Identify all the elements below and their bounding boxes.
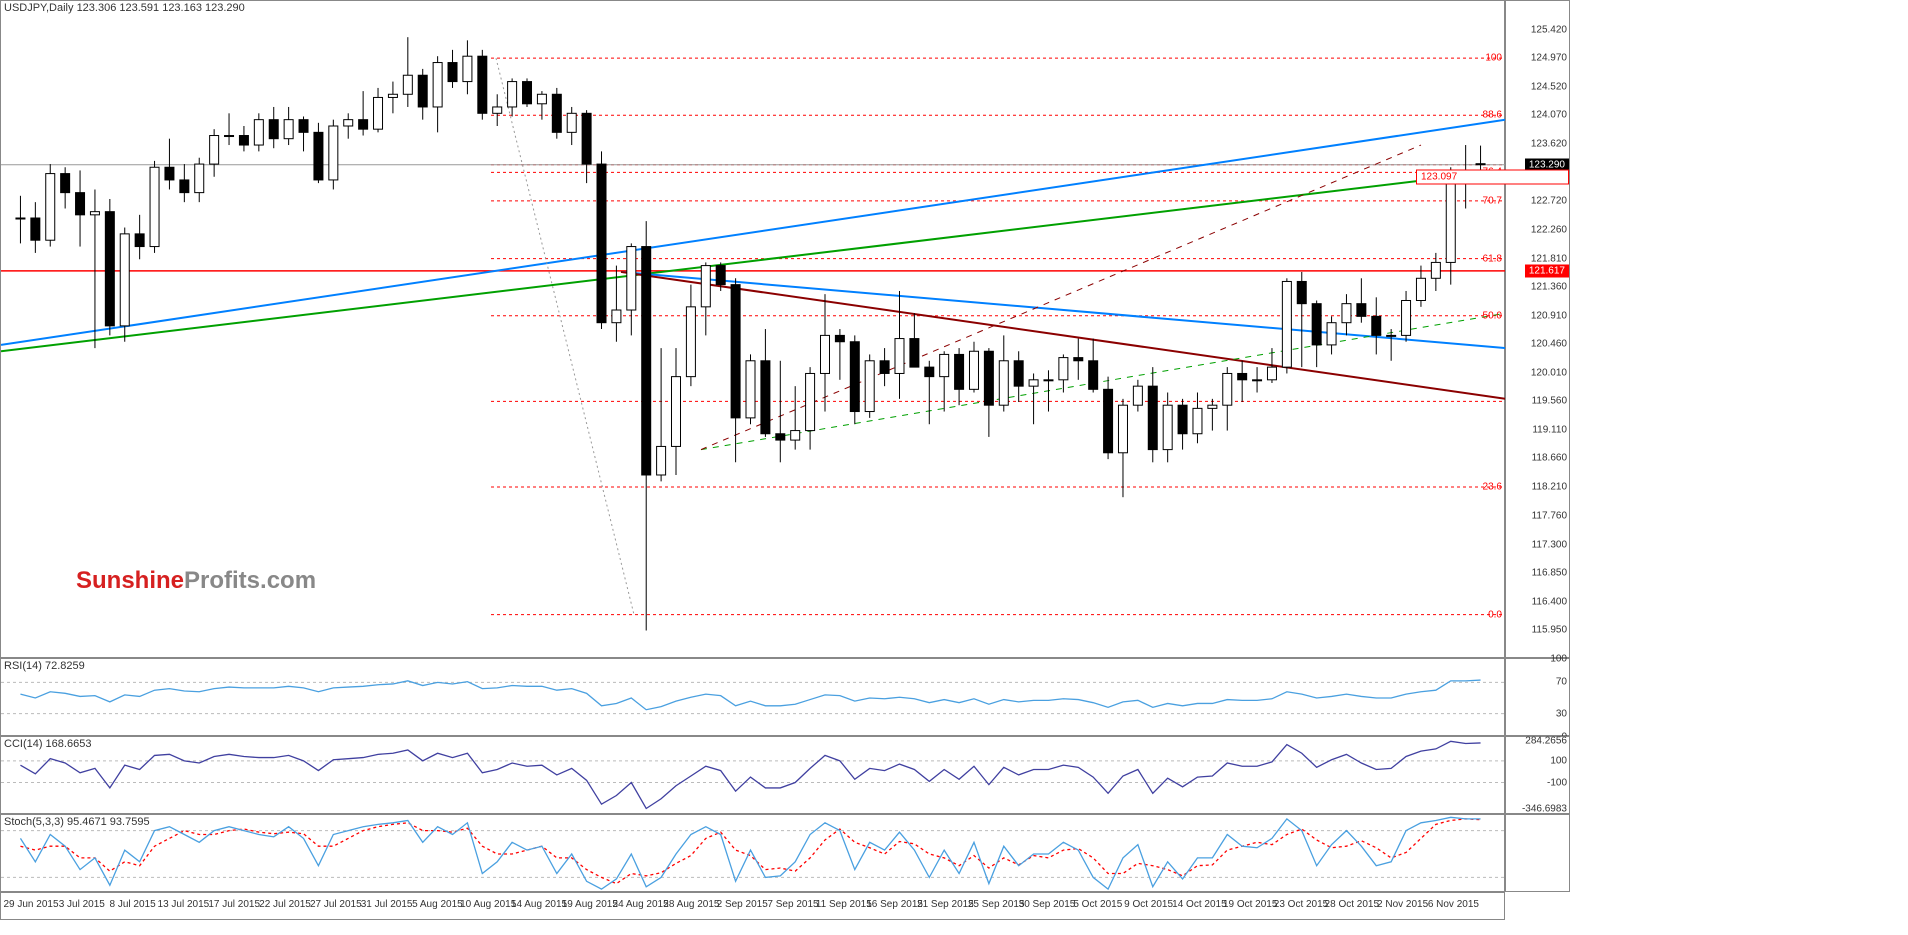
watermark-red: Sunshine <box>76 567 184 594</box>
xtick: 23 Oct 2015 <box>1274 899 1328 910</box>
xtick: 17 Jul 2015 <box>208 899 260 910</box>
xtick: 25 Sep 2015 <box>968 899 1025 910</box>
rsi-title: RSI(14) 72.8259 <box>4 660 85 672</box>
ytick: 122.720 <box>1531 195 1567 206</box>
stoch-axis <box>1505 814 1570 892</box>
ytick: 284.2656 <box>1525 735 1567 746</box>
ytick: 124.970 <box>1531 53 1567 64</box>
fib-label: 23.6 <box>1483 482 1502 493</box>
xtick: 14 Aug 2015 <box>511 899 567 910</box>
cci-title: CCI(14) 168.6653 <box>4 738 91 750</box>
xtick: 19 Oct 2015 <box>1223 899 1277 910</box>
xtick: 31 Jul 2015 <box>361 899 413 910</box>
symbol-label: USDJPY,Daily <box>4 2 74 14</box>
ytick: 124.520 <box>1531 81 1567 92</box>
xtick: 22 Jul 2015 <box>259 899 311 910</box>
main-price-chart[interactable]: USDJPY,Daily 123.306 123.591 123.163 123… <box>0 0 1505 658</box>
price-badge: 123.097 <box>1416 169 1569 184</box>
ohlc-label: 123.306 123.591 123.163 123.290 <box>77 2 245 14</box>
stoch-title: Stoch(5,3,3) 95.4671 93.7595 <box>4 816 150 828</box>
xtick: 6 Nov 2015 <box>1428 899 1479 910</box>
ytick: 117.300 <box>1532 539 1567 550</box>
ytick: 124.070 <box>1531 110 1567 121</box>
fib-label: 70.7 <box>1483 195 1502 206</box>
xtick: 8 Jul 2015 <box>110 899 156 910</box>
fib-label: 61.8 <box>1483 253 1502 264</box>
fib-label: 88.6 <box>1483 110 1502 121</box>
xtick: 29 Jun 2015 <box>3 899 58 910</box>
xtick: 10 Aug 2015 <box>460 899 516 910</box>
ytick: 118.210 <box>1532 482 1567 493</box>
ytick: 120.010 <box>1531 367 1567 378</box>
chart-canvas <box>1 1 1506 659</box>
stoch-chart[interactable]: Stoch(5,3,3) 95.4671 93.7595 <box>0 814 1505 892</box>
fib-label: 100 <box>1485 53 1502 64</box>
rsi-chart[interactable]: RSI(14) 72.8259 <box>0 658 1505 736</box>
ytick: 117.760 <box>1532 510 1567 521</box>
ytick: 119.110 <box>1532 424 1567 435</box>
ytick: 70 <box>1556 677 1567 688</box>
ytick: 100 <box>1550 755 1567 766</box>
xtick: 27 Jul 2015 <box>310 899 362 910</box>
cci-axis: 284.2656100-100-346.6983 <box>1505 736 1570 814</box>
ytick: 121.810 <box>1531 253 1567 264</box>
watermark-gray: Profits.com <box>184 567 316 594</box>
xtick: 11 Sep 2015 <box>816 899 872 910</box>
cci-chart[interactable]: CCI(14) 168.6653 <box>0 736 1505 814</box>
ytick: 119.560 <box>1532 396 1567 407</box>
xtick: 21 Sep 2015 <box>917 899 974 910</box>
cci-canvas <box>1 737 1506 815</box>
xtick: 14 Oct 2015 <box>1172 899 1226 910</box>
xtick: 19 Aug 2015 <box>562 899 618 910</box>
xtick: 2 Sep 2015 <box>717 899 768 910</box>
ytick: 118.660 <box>1532 453 1567 464</box>
ytick: 120.460 <box>1531 339 1567 350</box>
xtick: 7 Sep 2015 <box>767 899 818 910</box>
chart-title: USDJPY,Daily 123.306 123.591 123.163 123… <box>4 2 245 14</box>
fib-label: 0.0 <box>1488 609 1502 620</box>
rsi-canvas <box>1 659 1506 737</box>
ytick: 122.260 <box>1531 225 1567 236</box>
xtick: 30 Sep 2015 <box>1019 899 1076 910</box>
xtick: 28 Aug 2015 <box>663 899 719 910</box>
xtick: 13 Jul 2015 <box>158 899 210 910</box>
xtick: 28 Oct 2015 <box>1325 899 1379 910</box>
time-axis: 29 Jun 20153 Jul 2015 8 Jul 201513 Jul 20… <box>0 892 1505 920</box>
xtick: 16 Sep 2015 <box>866 899 923 910</box>
price-badge: 121.617 <box>1525 264 1569 277</box>
ytick: 121.360 <box>1531 282 1567 293</box>
ytick: 125.420 <box>1531 24 1567 35</box>
watermark: SunshineProfits.com <box>76 567 316 595</box>
ytick: 115.950 <box>1532 625 1567 636</box>
ytick: -100 <box>1547 777 1567 788</box>
xtick: 3 Jul 2015 <box>59 899 105 910</box>
xtick: 5 Aug 2015 <box>412 899 463 910</box>
fib-label: 50.0 <box>1483 310 1502 321</box>
ytick: 116.850 <box>1532 568 1567 579</box>
ytick: 116.400 <box>1532 596 1567 607</box>
ytick: 30 <box>1556 708 1567 719</box>
stoch-canvas <box>1 815 1506 893</box>
price-axis: 115.950 116.400 116.850 117.300 117.760 118.2… <box>1505 0 1570 658</box>
ytick: 120.910 <box>1531 310 1567 321</box>
xtick: 9 Oct 2015 <box>1124 899 1173 910</box>
xtick: 5 Oct 2015 <box>1073 899 1122 910</box>
ytick: 123.620 <box>1531 138 1567 149</box>
xtick: 2 Nov 2015 <box>1377 899 1428 910</box>
rsi-axis: 03070100 <box>1505 658 1570 736</box>
ytick: 100 <box>1550 654 1567 665</box>
xtick: 24 Aug 2015 <box>613 899 669 910</box>
